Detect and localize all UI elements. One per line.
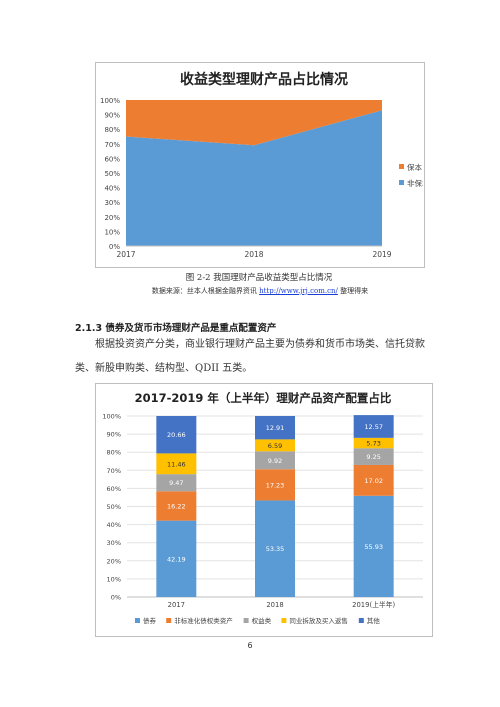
y-tick-label: 80% bbox=[107, 449, 121, 457]
source-prefix: 数据来源：丝本人根据金融界资讯 bbox=[151, 287, 257, 295]
figure-caption: 图 2-2 我国理财产品收益类型占比情况 bbox=[185, 273, 333, 283]
bar-segment bbox=[255, 469, 295, 501]
y-tick-label: 40% bbox=[104, 185, 120, 193]
legend-swatch bbox=[281, 618, 287, 623]
area-series bbox=[126, 100, 382, 146]
bar-segment bbox=[353, 415, 394, 438]
y-tick-label: 50% bbox=[107, 503, 121, 511]
y-tick-label: 10% bbox=[104, 228, 120, 236]
data-label: 12.57 bbox=[364, 423, 383, 431]
data-label: 9.25 bbox=[366, 453, 380, 461]
data-label: 53.35 bbox=[266, 545, 285, 553]
bar-chart: 2017-2019 年（上半年）理财产品资产配置占比 0% 10% 20% 30% 40… bbox=[102, 391, 423, 625]
x-tick-label: 2018 bbox=[244, 250, 263, 259]
x-tick-label: 2019 bbox=[372, 250, 391, 259]
data-label: 17.23 bbox=[266, 481, 285, 489]
legend-swatch bbox=[399, 180, 404, 185]
bar-segment bbox=[156, 453, 197, 475]
legend-swatch bbox=[358, 618, 364, 623]
y-tick-label: 20% bbox=[104, 214, 120, 222]
bar-segment bbox=[156, 474, 197, 492]
data-label: 42.19 bbox=[167, 555, 186, 563]
chart-title: 2017-2019 年（上半年）理财产品资产配置占比 bbox=[135, 391, 392, 405]
y-tick-label: 0% bbox=[109, 243, 120, 251]
x-tick-label: 2017 bbox=[116, 250, 135, 259]
data-label: 11.46 bbox=[167, 460, 186, 468]
data-label: 17.02 bbox=[364, 477, 383, 485]
bar-segment bbox=[255, 451, 295, 470]
y-tick-label: 10% bbox=[107, 575, 121, 583]
bar-segment bbox=[255, 439, 295, 452]
paragraph-line-2: 类、新股申购类、结构型、QDII 五类。 bbox=[75, 363, 253, 374]
legend-swatch bbox=[166, 618, 172, 623]
bar-segment bbox=[353, 495, 394, 597]
legend-label: 权益类 bbox=[252, 616, 272, 625]
data-label: 20.66 bbox=[167, 431, 186, 439]
legend-label: 非保本 bbox=[407, 178, 423, 188]
page-number: 6 bbox=[247, 641, 253, 650]
source-suffix: 整理得来 bbox=[340, 287, 369, 295]
area-chart: 收益类型理财产品占比情况 0% 10% 20% 30% 40% 50% 60% 70% 80% 9… bbox=[100, 71, 423, 259]
data-label: 16.22 bbox=[167, 502, 186, 510]
y-tick-label: 70% bbox=[104, 141, 120, 149]
y-tick-label: 30% bbox=[104, 199, 120, 207]
x-tick-label: 2017 bbox=[168, 601, 185, 609]
section-heading: 2.1.3 债券及货币市场理财产品是重点配置资产 bbox=[75, 323, 277, 334]
data-label: 5.73 bbox=[366, 440, 380, 448]
legend-label: 债券 bbox=[143, 616, 157, 625]
bar-segment bbox=[156, 416, 197, 454]
y-tick-label: 90% bbox=[107, 431, 121, 439]
legend-label: 非标准化债权类资产 bbox=[174, 616, 233, 625]
data-label: 6.59 bbox=[268, 442, 282, 450]
area-series bbox=[126, 110, 382, 246]
y-tick-label: 60% bbox=[104, 155, 120, 163]
bar-segment bbox=[255, 500, 295, 597]
data-label: 9.47 bbox=[169, 479, 183, 487]
y-tick-label: 80% bbox=[104, 126, 120, 134]
y-tick-label: 20% bbox=[107, 557, 121, 565]
bar-segment bbox=[353, 448, 394, 465]
paragraph-line-1: 根据投资资产分类，商业银行理财产品主要为债券和货币市场类、信托贷款 bbox=[95, 339, 425, 350]
bar-segment bbox=[255, 416, 295, 440]
data-label: 12.91 bbox=[266, 424, 285, 432]
x-tick-label: 2018 bbox=[266, 601, 283, 609]
bar-segment bbox=[156, 491, 197, 521]
x-tick-label: 2019(上半年) bbox=[352, 600, 395, 609]
chart-title: 收益类型理财产品占比情况 bbox=[180, 71, 348, 88]
legend-swatch bbox=[135, 618, 140, 623]
y-tick-label: 70% bbox=[107, 467, 121, 475]
paragraph: 根据投资资产分类，商业银行理财产品主要为债券和货币市场类、信托贷款 类、新股申购… bbox=[75, 333, 455, 381]
y-tick-label: 90% bbox=[104, 112, 120, 120]
y-tick-label: 100% bbox=[102, 413, 121, 421]
legend-label: 其他 bbox=[367, 616, 381, 625]
bar-segment bbox=[353, 464, 394, 496]
y-tick-label: 50% bbox=[104, 170, 120, 178]
legend-label: 同业拆放及买入返售 bbox=[289, 616, 348, 625]
source-link[interactable]: http://www.jrj.com.cn/ bbox=[259, 287, 338, 295]
data-label: 55.93 bbox=[364, 543, 383, 551]
y-tick-label: 30% bbox=[107, 539, 121, 547]
y-tick-label: 60% bbox=[107, 485, 121, 493]
data-source: 数据来源：丝本人根据金融界资讯 http://www.jrj.com.cn/ 整… bbox=[60, 286, 460, 296]
legend-swatch bbox=[399, 164, 404, 169]
data-label: 9.92 bbox=[268, 457, 282, 465]
y-tick-label: 40% bbox=[107, 521, 121, 529]
bar-segment bbox=[353, 437, 394, 449]
y-tick-label: 100% bbox=[100, 97, 120, 105]
bar-segment bbox=[156, 520, 197, 597]
legend-label: 保本 bbox=[407, 162, 422, 172]
y-tick-label: 0% bbox=[111, 594, 121, 602]
legend-swatch bbox=[243, 618, 249, 623]
